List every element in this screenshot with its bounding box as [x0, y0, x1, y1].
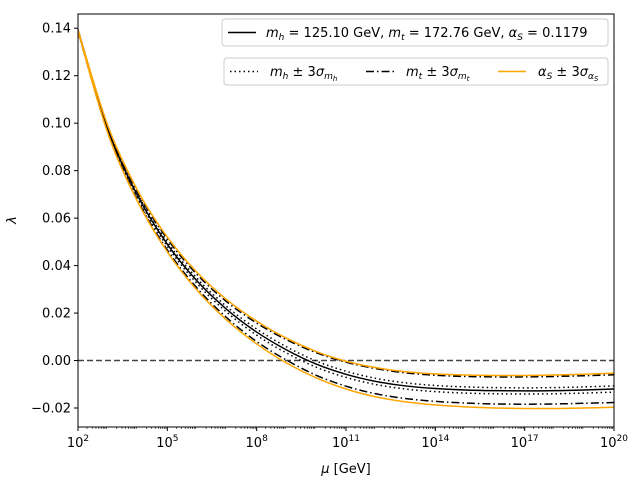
- series-line-mh_minus: [78, 31, 614, 395]
- x-axis-label: μ [GeV]: [320, 462, 371, 477]
- series-line-mt_plus: [78, 30, 614, 405]
- y-tick-label: 0.10: [42, 117, 71, 132]
- y-tick-label: 0.14: [42, 22, 71, 37]
- series-line-as_plus: [78, 29, 614, 377]
- x-tick-label: 1014: [421, 434, 449, 451]
- x-tick-label: 108: [246, 434, 269, 451]
- y-tick-label: 0.00: [42, 354, 71, 369]
- legend-label: mt ± 3σmt: [406, 65, 470, 83]
- y-tick-label: 0.06: [42, 212, 71, 227]
- series-line-mt_minus: [78, 29, 614, 378]
- legend-label: mh = 125.10 GeV, mt = 172.76 GeV, αS = 0…: [266, 26, 588, 43]
- series-line-mh_plus: [78, 29, 614, 389]
- x-tick-label: 105: [156, 434, 178, 451]
- series-line-central: [78, 30, 614, 392]
- y-tick-label: −0.02: [31, 402, 71, 417]
- y-tick-label: 0.12: [42, 69, 71, 84]
- y-tick-label: 0.04: [42, 259, 71, 274]
- y-axis-label: λ: [5, 216, 20, 225]
- x-tick-label: 102: [67, 434, 89, 451]
- series-line-as_minus: [78, 30, 614, 410]
- legend-box-main: [221, 18, 609, 47]
- x-tick-label: 1011: [332, 434, 360, 451]
- legend-box-variations: [223, 57, 609, 86]
- y-tick-label: 0.08: [42, 164, 71, 179]
- y-tick-label: 0.02: [42, 307, 71, 322]
- legend-label: mh ± 3σmh: [270, 65, 337, 83]
- legend-label: αS ± 3σαS: [538, 65, 599, 83]
- x-tick-label: 1020: [600, 434, 628, 451]
- x-tick-label: 1017: [511, 434, 539, 451]
